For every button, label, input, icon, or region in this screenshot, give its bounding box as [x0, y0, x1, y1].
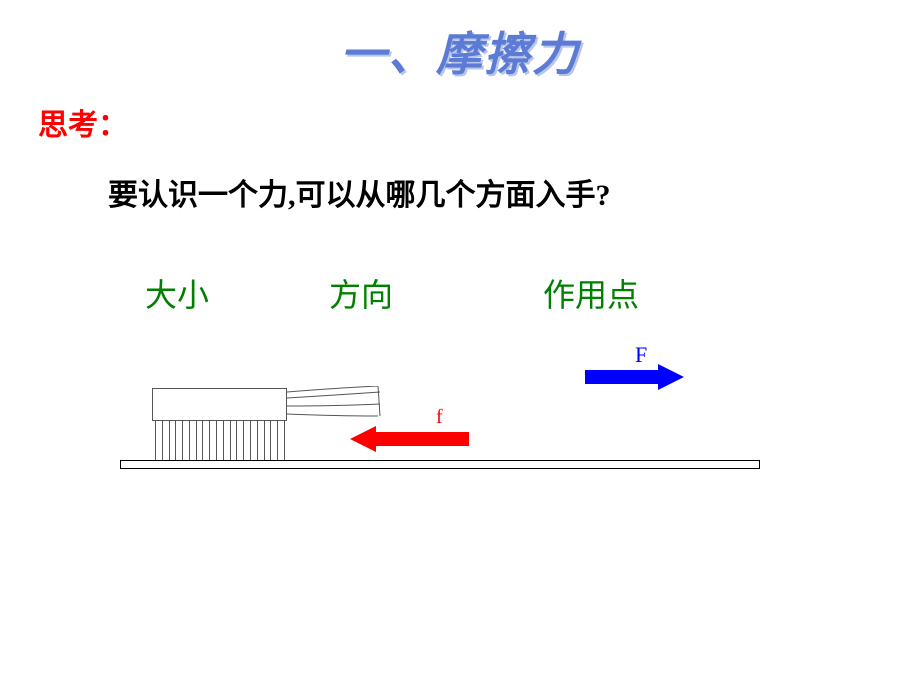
F-arrow-head	[658, 364, 684, 390]
bristle	[175, 421, 176, 460]
f-arrow-head	[350, 426, 376, 452]
question-content: 要认识一个力,可以从哪几个方面入手?	[108, 179, 611, 212]
aspect-size: 大小	[145, 270, 209, 316]
friction-diagram: f F	[120, 340, 760, 500]
bristle	[182, 421, 183, 460]
aspects-row: 大小 方向 作用点	[145, 270, 639, 316]
bristle	[257, 421, 258, 460]
slide-title: 一、摩擦力	[0, 18, 920, 84]
bristle	[236, 421, 237, 460]
bristle	[202, 421, 203, 460]
surface-line	[120, 460, 760, 469]
bristle	[284, 421, 285, 460]
bristle	[264, 421, 265, 460]
aspect-direction: 方向	[329, 270, 393, 316]
question-text: 要认识一个力,可以从哪几个方面入手?	[108, 170, 611, 214]
prompt-text: 思考：	[38, 109, 128, 142]
f-arrow-shaft	[374, 432, 469, 446]
bristle	[196, 421, 197, 460]
bristle	[250, 421, 251, 460]
brush-tail	[287, 386, 382, 424]
bristle	[277, 421, 278, 460]
brush-body	[152, 388, 287, 421]
f-label-text: f	[436, 406, 443, 428]
bristle	[155, 421, 156, 460]
bristle	[230, 421, 231, 460]
bristle	[270, 421, 271, 460]
prompt-label: 思考：	[38, 100, 128, 144]
bristle	[223, 421, 224, 460]
f-label: f	[436, 406, 443, 429]
F-label: F	[635, 342, 647, 368]
bristle	[169, 421, 170, 460]
brush-bristles	[155, 421, 285, 460]
bristle	[209, 421, 210, 460]
bristle	[243, 421, 244, 460]
aspect-point: 作用点	[543, 270, 639, 316]
bristle	[162, 421, 163, 460]
title-text: 一、摩擦力	[340, 29, 580, 80]
F-label-text: F	[635, 342, 647, 367]
bristle	[216, 421, 217, 460]
bristle	[189, 421, 190, 460]
F-arrow-shaft	[585, 370, 660, 384]
